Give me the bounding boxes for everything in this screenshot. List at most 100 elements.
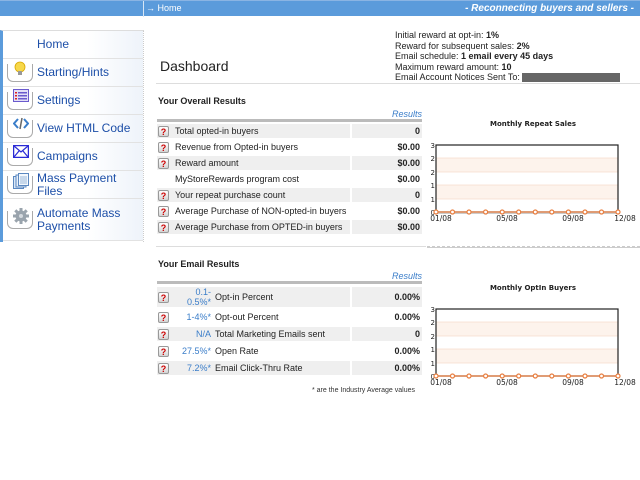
row-value: $0.00 xyxy=(350,204,422,218)
table-row: ? Your repeat purchase count 0 xyxy=(157,188,422,202)
row-label: Revenue from Opted-in buyers xyxy=(173,140,350,154)
lightbulb-icon xyxy=(7,61,33,82)
chart-title: Monthly OptIn Buyers xyxy=(489,284,577,292)
sidebar-item-settings[interactable]: Settings xyxy=(3,87,143,115)
svg-text:2: 2 xyxy=(431,169,435,177)
svg-text:1: 1 xyxy=(431,360,435,368)
svg-text:3: 3 xyxy=(431,142,435,150)
table-row: ? 0.1-0.5%* Opt-in Percent 0.00% xyxy=(157,287,422,307)
title-divider xyxy=(156,83,640,84)
row-value: $0.00 xyxy=(350,156,422,170)
section-divider-left xyxy=(156,246,426,247)
list-settings-icon xyxy=(7,88,33,110)
row-value: 0.00% xyxy=(350,344,422,358)
svg-text:01/08: 01/08 xyxy=(430,214,452,223)
svg-text:0: 0 xyxy=(431,373,435,381)
sidebar-item-label: Starting/Hints xyxy=(37,65,110,79)
row-value: 0.00% xyxy=(350,361,422,375)
row-value: 0.00% xyxy=(350,310,422,324)
sidebar-item-automate-mass-payments[interactable]: Automate Mass Payments xyxy=(3,199,143,241)
help-icon[interactable]: ? xyxy=(158,291,169,303)
row-label: Email Click-Thru Rate xyxy=(213,361,350,375)
table-row: ? Average Purchase from OPTED-in buyers $0… xyxy=(157,220,422,234)
help-icon[interactable]: ? xyxy=(158,328,169,340)
sidebar-item-label: Mass Payment Files xyxy=(37,170,117,198)
row-label: Reward amount xyxy=(173,156,350,170)
sidebar-item-label: View HTML Code xyxy=(37,121,131,135)
email-schedule-label: Email schedule: xyxy=(395,51,462,61)
svg-text:0: 0 xyxy=(431,209,435,217)
row-label: Total opted-in buyers xyxy=(173,124,350,138)
sidebar-item-home[interactable]: Home xyxy=(3,31,143,59)
industry-average-footnote: * are the Industry Average values xyxy=(312,387,415,394)
svg-text:12/08: 12/08 xyxy=(614,378,636,387)
email-results-table: ? 0.1-0.5%* Opt-in Percent 0.00% ? 1-4%* Opt-… xyxy=(157,281,422,378)
sidebar-nav: Home Starting/Hints Settings View HTML C… xyxy=(0,30,144,242)
subsequent-reward-label: Reward for subsequent sales: xyxy=(395,40,517,51)
industry-benchmark: 1-4%* xyxy=(173,310,213,324)
table-row: ? Total opted-in buyers 0 xyxy=(157,124,422,138)
help-icon[interactable]: ? xyxy=(158,205,169,217)
sidebar-item-starting-hints[interactable]: Starting/Hints xyxy=(3,59,143,87)
page-title: Dashboard xyxy=(160,58,229,74)
row-label: Opt-in Percent xyxy=(213,287,350,307)
svg-text:12/08: 12/08 xyxy=(614,214,636,223)
sidebar-item-label: Automate Mass Payments xyxy=(37,205,121,233)
redacted-email xyxy=(522,73,621,83)
table-row: MyStoreRewards program cost $0.00 xyxy=(157,172,422,186)
help-icon[interactable]: ? xyxy=(158,157,169,169)
overall-results-table: ? Total opted-in buyers 0 ? Revenue from Op… xyxy=(157,119,422,236)
svg-text:1: 1 xyxy=(431,346,435,354)
svg-text:3: 3 xyxy=(431,306,435,314)
row-value: 0.00% xyxy=(350,287,422,307)
monthly-repeat-sales-chart: Monthly Repeat Sales 3 2 2 1 1 0 01/08 05/08 09… xyxy=(427,118,639,228)
help-icon[interactable]: ? xyxy=(158,345,169,357)
notices-email-label: Email Account Notices Sent To: xyxy=(395,72,523,82)
subsequent-reward-value: 2% xyxy=(516,40,530,51)
sidebar-item-campaigns[interactable]: Campaigns xyxy=(3,143,143,171)
help-icon[interactable]: ? xyxy=(158,221,169,233)
email-results-title: Your Email Results xyxy=(158,259,240,269)
row-label: Total Marketing Emails sent xyxy=(213,327,350,341)
industry-benchmark: 27.5%* xyxy=(173,344,213,358)
table-row: ? 7.2%* Email Click-Thru Rate 0.00% xyxy=(157,361,422,375)
initial-reward-value: 1% xyxy=(486,30,500,40)
monthly-optin-buyers-chart: Monthly OptIn Buyers 3 2 2 1 1 0 01/08 05/08 09… xyxy=(427,282,639,392)
sidebar-item-view-html-code[interactable]: View HTML Code xyxy=(3,115,143,143)
sidebar-item-mass-payment-files[interactable]: Mass Payment Files xyxy=(3,171,143,199)
industry-benchmark: N/A xyxy=(173,327,213,341)
svg-text:1: 1 xyxy=(431,196,435,204)
svg-text:2: 2 xyxy=(431,155,435,163)
row-value: 0 xyxy=(350,188,422,202)
industry-benchmark: 0.1-0.5%* xyxy=(173,287,213,307)
table-row: ? Revenue from Opted-in buyers $0.00 xyxy=(157,140,422,154)
table-row: ? N/A Total Marketing Emails sent 0 xyxy=(157,327,422,341)
help-icon[interactable]: ? xyxy=(158,141,169,153)
breadcrumb[interactable]: → Home xyxy=(146,3,182,13)
svg-text:01/08: 01/08 xyxy=(430,378,452,387)
max-reward-value: 10 xyxy=(501,61,512,72)
row-label: Your repeat purchase count xyxy=(173,188,350,202)
table-row: ? 1-4%* Opt-out Percent 0.00% xyxy=(157,310,422,324)
chart-title: Monthly Repeat Sales xyxy=(490,120,576,128)
table-row: ? Average Purchase of NON-opted-in buyers… xyxy=(157,204,422,218)
gear-icon xyxy=(7,207,33,229)
help-icon[interactable]: ? xyxy=(158,189,169,201)
svg-text:05/08: 05/08 xyxy=(496,378,518,387)
sidebar-item-label: Home xyxy=(37,37,70,51)
row-label: Open Rate xyxy=(213,344,350,358)
row-label: Average Purchase of NON-opted-in buyers xyxy=(173,204,350,218)
initial-reward-label: Initial reward at opt-in: xyxy=(395,30,487,40)
row-value: $0.00 xyxy=(350,220,422,234)
top-bar-separator xyxy=(143,1,144,17)
documents-icon xyxy=(7,172,33,194)
table-row: ? 27.5%* Open Rate 0.00% xyxy=(157,344,422,358)
help-icon[interactable]: ? xyxy=(158,362,169,374)
section-divider xyxy=(427,246,640,248)
code-icon xyxy=(7,117,33,138)
overall-results-header: Results xyxy=(392,109,423,119)
help-icon[interactable]: ? xyxy=(158,311,169,323)
email-schedule-value: 1 email every 45 days xyxy=(461,51,554,61)
help-icon[interactable]: ? xyxy=(158,125,169,137)
row-value: $0.00 xyxy=(350,172,422,186)
